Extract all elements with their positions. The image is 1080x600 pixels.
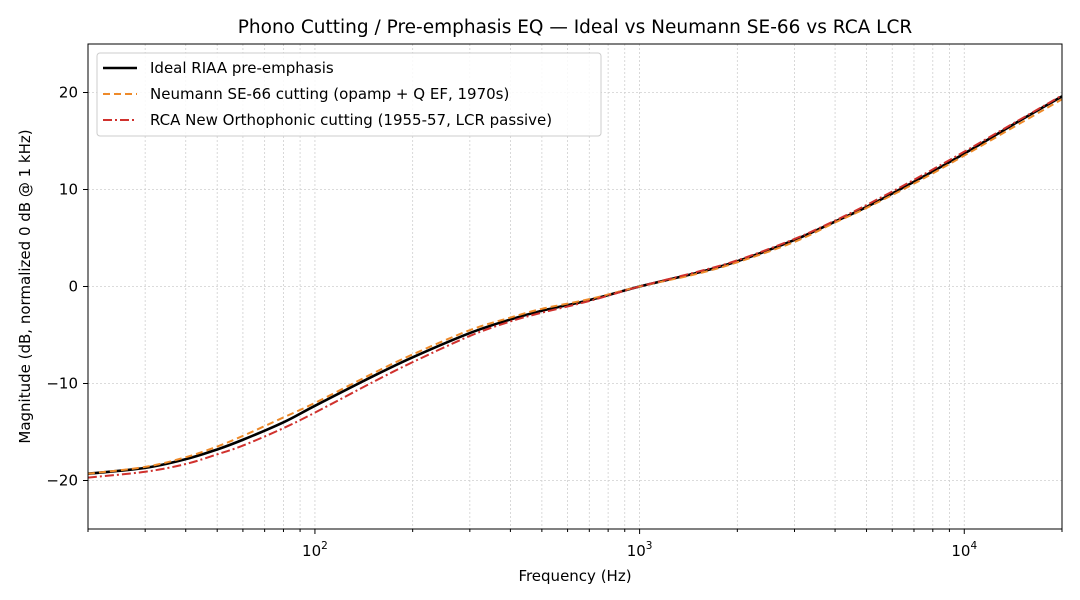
axis-ticks: 102 103 104 20 10 0 −10 −20 — [46, 84, 1063, 560]
grid — [87, 44, 1063, 529]
series-line-rca-lcr — [87, 94, 1063, 479]
chart-title: Phono Cutting / Pre-emphasis EQ — Ideal … — [238, 17, 913, 38]
y-tick-label: 0 — [68, 278, 78, 296]
series-line-ideal-riaa — [87, 95, 1063, 476]
legend: Ideal RIAA pre-emphasis Neumann SE-66 cut… — [96, 52, 602, 137]
x-tick-label: 104 — [951, 540, 977, 560]
series-layer — [87, 94, 1063, 479]
y-tick-label: −20 — [46, 472, 78, 490]
y-tick-label: −10 — [46, 375, 78, 393]
series-line-neumann-se66 — [87, 98, 1063, 475]
x-tick-label: 102 — [302, 540, 328, 560]
legend-label-ideal-riaa: Ideal RIAA pre-emphasis — [150, 59, 334, 77]
y-tick-label: 20 — [59, 84, 78, 102]
legend-label-neumann-se66: Neumann SE-66 cutting (opamp + Q EF, 197… — [150, 85, 509, 103]
y-axis-label: Magnitude (dB, normalized 0 dB @ 1 kHz) — [16, 129, 34, 443]
legend-label-rca-lcr: RCA New Orthophonic cutting (1955-57, LC… — [150, 111, 552, 129]
x-tick-label: 103 — [627, 540, 653, 560]
y-tick-label: 10 — [59, 181, 78, 199]
legend-box — [96, 52, 602, 137]
x-axis-label: Frequency (Hz) — [518, 567, 631, 585]
